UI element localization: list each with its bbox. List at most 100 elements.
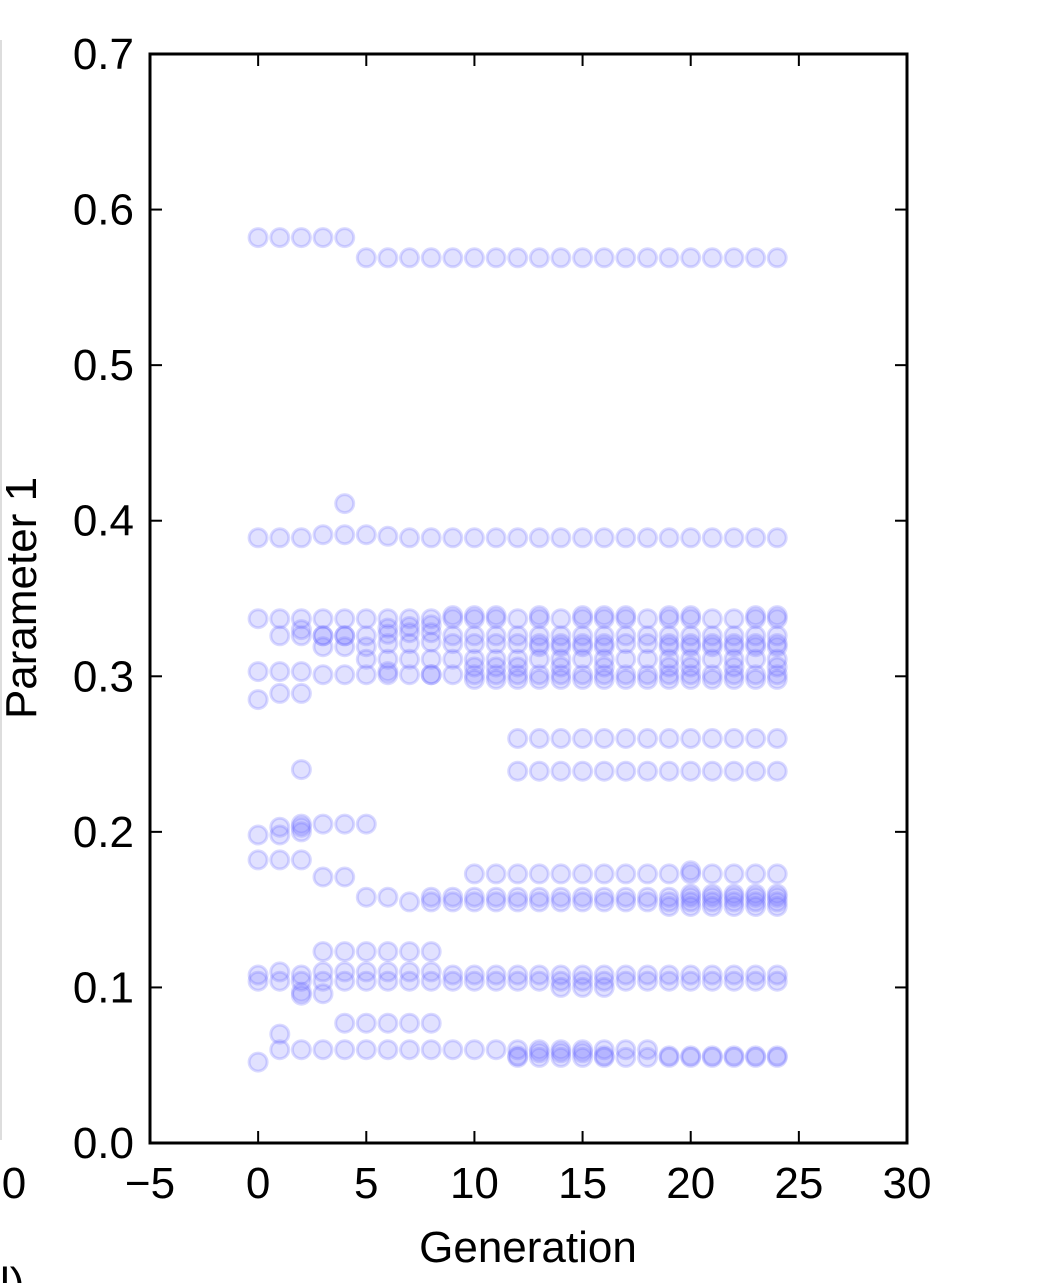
data-point	[247, 661, 269, 683]
data-point	[550, 891, 572, 913]
data-point	[247, 608, 269, 630]
data-point	[723, 636, 745, 658]
data-point	[463, 625, 485, 647]
data-point	[334, 941, 356, 963]
data-point	[442, 886, 464, 908]
data-point	[377, 961, 399, 983]
data-point	[658, 625, 680, 647]
y-tick-label: 0.4	[73, 497, 134, 546]
x-tick-label: 25	[774, 1159, 823, 1208]
data-point	[701, 668, 723, 690]
data-point	[269, 1039, 291, 1061]
data-point	[334, 227, 356, 249]
data-point	[701, 527, 723, 549]
data-point	[485, 668, 507, 690]
data-point	[528, 863, 550, 885]
data-point	[680, 608, 702, 630]
data-point	[290, 816, 312, 838]
ticks-layer	[149, 53, 908, 1144]
data-point	[463, 964, 485, 986]
data-point	[377, 664, 399, 686]
data-point	[701, 964, 723, 986]
data-point	[550, 1039, 572, 1061]
data-point	[658, 608, 680, 630]
data-point	[745, 636, 767, 658]
data-point	[766, 664, 788, 686]
data-point	[355, 664, 377, 686]
data-point	[766, 1046, 788, 1068]
data-point	[290, 682, 312, 704]
data-point	[637, 970, 658, 992]
data-point	[680, 1045, 702, 1067]
data-point	[442, 964, 464, 986]
data-point	[420, 970, 442, 992]
data-point	[312, 636, 334, 658]
data-point	[550, 633, 572, 655]
data-point	[485, 527, 507, 549]
y-tick-label: 0.2	[73, 808, 134, 857]
data-point	[745, 648, 767, 670]
data-point	[680, 970, 702, 992]
data-point	[507, 964, 529, 986]
data-point	[723, 527, 745, 549]
data-point	[766, 891, 788, 913]
data-point	[420, 614, 442, 636]
data-point	[723, 656, 745, 678]
data-point	[701, 625, 723, 647]
data-point	[463, 886, 485, 908]
data-point	[528, 247, 550, 269]
data-point	[377, 608, 399, 630]
data-point	[572, 625, 594, 647]
data-point	[572, 886, 594, 908]
data-point	[550, 964, 572, 986]
data-point	[766, 970, 788, 992]
data-point	[637, 891, 658, 913]
data-point	[745, 896, 767, 917]
data-point	[593, 886, 615, 908]
data-point	[572, 636, 594, 658]
x-tick-label: 30	[883, 1159, 932, 1208]
data-point	[485, 648, 507, 670]
data-point	[680, 605, 702, 627]
data-point	[701, 648, 723, 670]
data-point	[572, 760, 594, 782]
data-point	[269, 816, 291, 838]
data-point	[593, 668, 615, 690]
data-point	[615, 605, 637, 627]
data-point	[637, 1046, 658, 1068]
data-point	[723, 863, 745, 885]
data-point	[723, 964, 745, 986]
data-point	[680, 625, 702, 647]
data-point	[658, 656, 680, 678]
points-layer	[247, 227, 788, 1073]
data-point	[528, 1042, 550, 1064]
data-point	[723, 648, 745, 670]
data-point	[680, 896, 702, 917]
data-point	[399, 891, 420, 913]
data-point	[550, 976, 572, 998]
data-point	[701, 891, 723, 913]
data-point	[593, 247, 615, 269]
data-point	[701, 863, 723, 885]
data-point	[701, 636, 723, 658]
x-tick-label: 0	[246, 1159, 270, 1208]
data-point	[550, 648, 572, 670]
data-point	[420, 891, 442, 913]
data-point	[723, 728, 745, 749]
y-tick-label: 0.5	[73, 341, 134, 390]
data-point	[269, 661, 291, 683]
data-point	[637, 527, 658, 549]
data-point	[680, 664, 702, 686]
data-point	[312, 970, 334, 992]
data-point	[723, 883, 745, 905]
data-point	[658, 664, 680, 686]
data-point	[485, 247, 507, 269]
data-point	[658, 605, 680, 627]
data-point	[290, 625, 312, 647]
data-point	[507, 247, 529, 269]
data-point	[658, 636, 680, 658]
data-point	[550, 664, 572, 686]
data-point	[550, 728, 572, 749]
data-point	[723, 668, 745, 690]
data-point	[572, 970, 594, 992]
